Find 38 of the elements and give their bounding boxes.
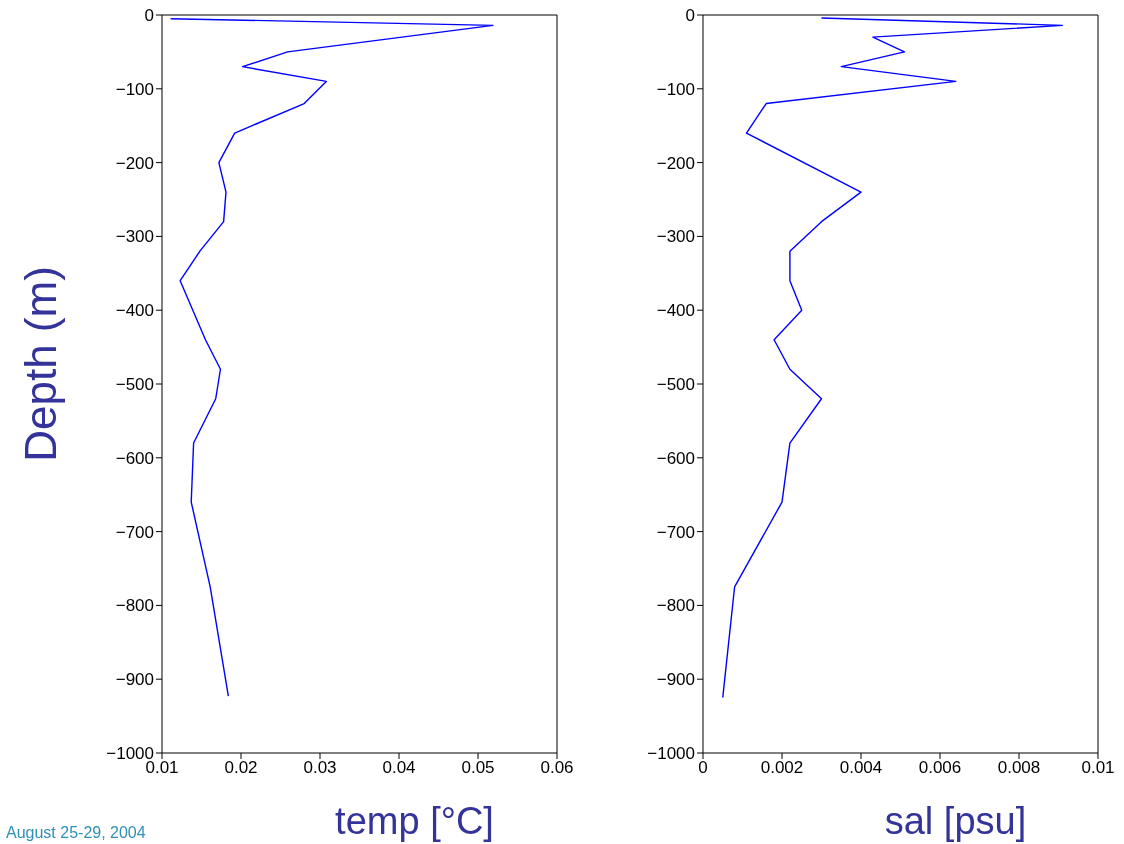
y-tick-label: −500 xyxy=(115,375,154,395)
y-tick-label: −900 xyxy=(115,670,154,690)
x-tick-label: 0.04 xyxy=(382,758,416,778)
y-tick-label: −300 xyxy=(115,227,154,247)
y-axis-title: Depth (m) xyxy=(15,266,65,462)
text: August 25-29, 2004 xyxy=(6,824,146,842)
line-series xyxy=(722,17,1064,699)
x-tick-label: 0.008 xyxy=(997,758,1041,778)
y-tick-label: −100 xyxy=(656,79,695,99)
line-series xyxy=(169,17,494,697)
y-tick-label: −800 xyxy=(656,596,695,616)
x-tick-label: 0.03 xyxy=(303,758,337,778)
y-tick-label: −600 xyxy=(656,448,695,468)
y-tick-label: −200 xyxy=(115,153,154,173)
x-tick-label: 0.006 xyxy=(918,758,962,778)
y-tick-label: 0 xyxy=(144,6,154,26)
x-tick-label: 0.02 xyxy=(224,758,258,778)
x-axis-title: sal [psu] xyxy=(884,800,1027,842)
y-tick-label: −200 xyxy=(656,153,695,173)
y-tick-label: −100 xyxy=(115,79,154,99)
x-tick-label: 0.01 xyxy=(1081,758,1115,778)
y-tick-label: −400 xyxy=(656,301,695,321)
x-tick-label: 0 xyxy=(698,758,708,778)
y-tick-label: −1000 xyxy=(647,744,695,764)
y-tick-label: 0 xyxy=(685,6,695,26)
y-tick-label: −700 xyxy=(115,522,154,542)
x-tick-label: 0.06 xyxy=(540,758,574,778)
y-tick-label: −400 xyxy=(115,301,154,321)
y-tick-label: −600 xyxy=(115,448,154,468)
x-tick-label: 0.004 xyxy=(839,758,883,778)
y-tick-label: −300 xyxy=(656,227,695,247)
y-tick-label: −900 xyxy=(656,670,695,690)
x-tick-label: 0.002 xyxy=(760,758,804,778)
x-tick-label: 0.05 xyxy=(461,758,495,778)
y-tick-label: −800 xyxy=(115,596,154,616)
y-tick-label: −700 xyxy=(656,522,695,542)
x-axis-title: temp [°C] xyxy=(335,800,494,842)
y-tick-label: −500 xyxy=(656,375,695,395)
